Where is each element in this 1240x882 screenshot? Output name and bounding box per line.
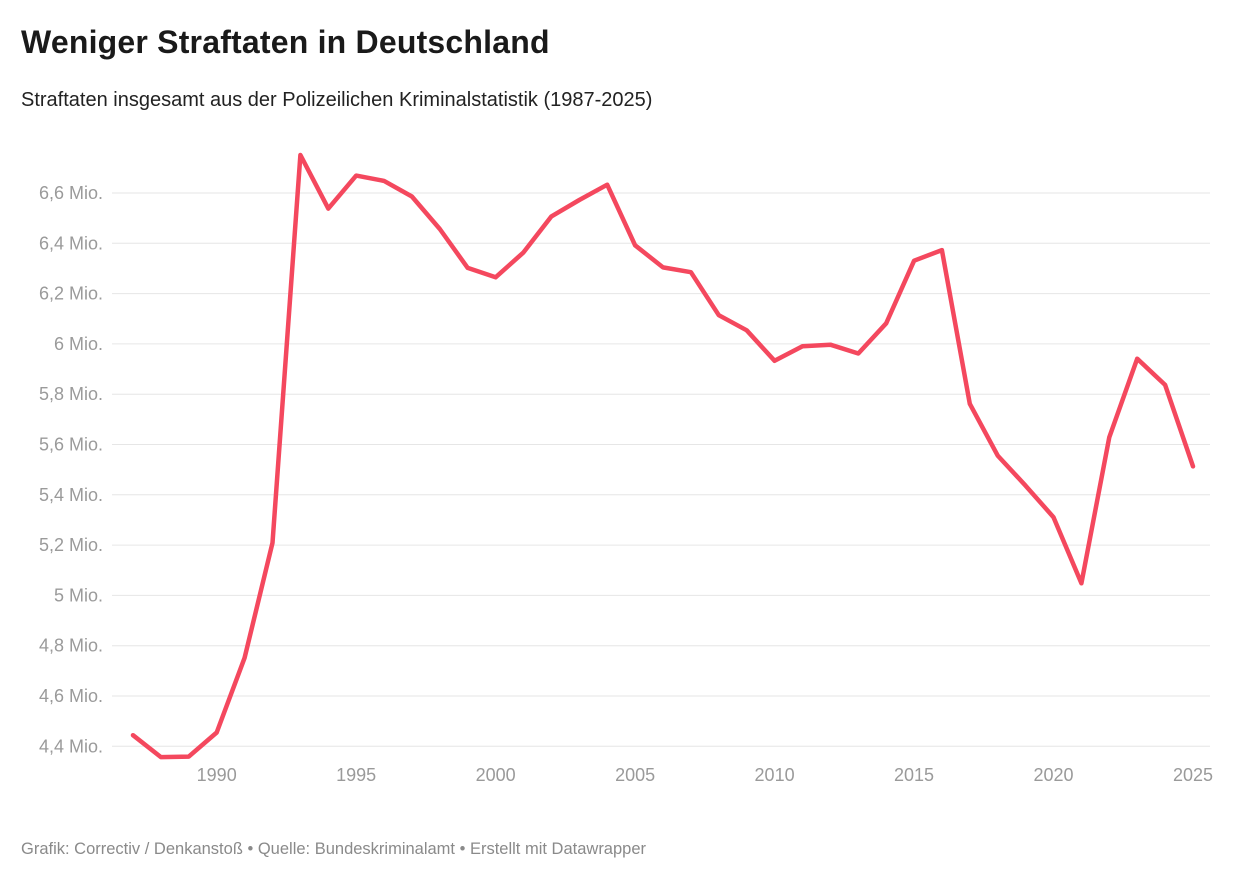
y-axis-tick-label: 5,8 Mio.: [39, 384, 103, 404]
chart-header: Weniger Straftaten in Deutschland Straft…: [21, 24, 1219, 113]
x-axis-tick-label: 2015: [894, 765, 934, 785]
y-axis-tick-label: 4,8 Mio.: [39, 636, 103, 656]
x-axis-tick-label: 2000: [476, 765, 516, 785]
line-chart: 6,6 Mio. 6,4 Mio. 6,2 Mio. 6 Mio. 5,8 Mio. 5,…: [39, 152, 1213, 785]
y-axis-tick-label: 6,4 Mio.: [39, 233, 103, 253]
y-axis-tick-label: 5,4 Mio.: [39, 485, 103, 505]
y-axis-tick-label: 4,4 Mio.: [39, 736, 103, 756]
y-axis-tick-label: 6 Mio.: [54, 334, 103, 354]
x-axis-tick-label: 2010: [755, 765, 795, 785]
page-title: Weniger Straftaten in Deutschland: [21, 24, 550, 60]
x-axis-tick-label: 2025: [1173, 765, 1213, 785]
page-subtitle: Straftaten insgesamt aus der Polizeilich…: [21, 88, 653, 111]
x-axis-tick-label: 1990: [197, 765, 237, 785]
x-axis-tick-label: 2005: [615, 765, 655, 785]
x-axis-tick-label: 1995: [336, 765, 376, 785]
y-axis-tick-label: 5,2 Mio.: [39, 535, 103, 555]
y-axis-tick-label: 6,2 Mio.: [39, 284, 103, 304]
x-axis-tick-label: 2020: [1034, 765, 1074, 785]
y-axis-tick-label: 4,6 Mio.: [39, 686, 103, 706]
y-axis-tick-label: 5 Mio.: [54, 585, 103, 605]
y-axis-tick-label: 6,6 Mio.: [39, 183, 103, 203]
crime-total-line-series: [130, 152, 1196, 760]
chart-footer-credit: Grafik: Correctiv / Denkanstoß • Quelle:…: [21, 840, 647, 858]
y-axis-tick-label: 5,6 Mio.: [39, 435, 103, 455]
